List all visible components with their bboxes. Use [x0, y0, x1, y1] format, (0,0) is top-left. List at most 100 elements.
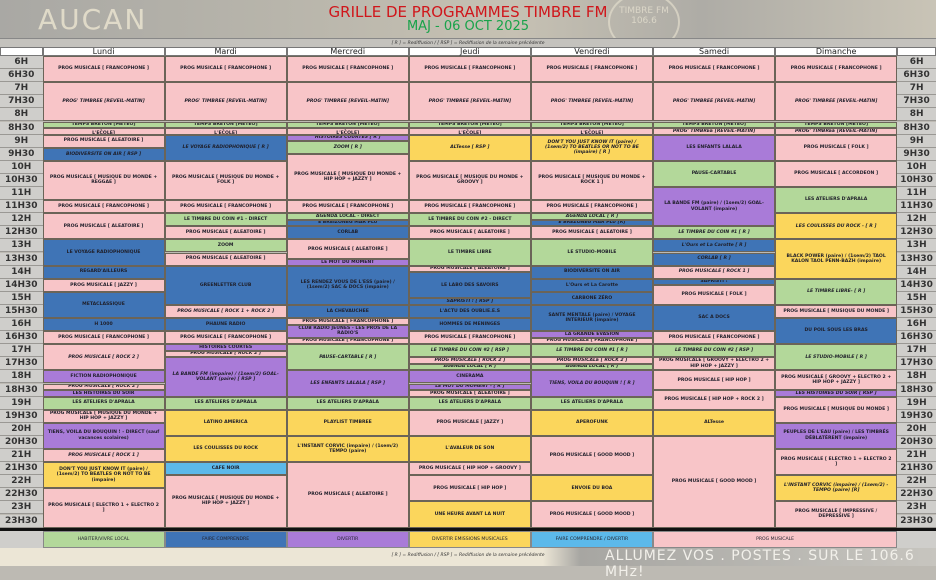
program-slot[interactable]: PROG MUSICALE [ MUSIQUE DU MONDE ]: [775, 396, 898, 423]
program-slot[interactable]: PROG MUSICALE [ GOOD MOOD ]: [653, 435, 776, 528]
program-slot[interactable]: LATINO AMERICA: [164, 409, 287, 436]
program-slot[interactable]: PROG MUSICALE [ MUSIQUE DU MONDE + HIP H…: [42, 409, 165, 423]
program-slot[interactable]: PROG MUSICALE [ FRANCOPHONE ]: [164, 56, 287, 83]
program-slot[interactable]: TIENS, VOILA DU BOUQUIN ! [ R ]: [530, 370, 653, 397]
program-slot[interactable]: AGENDA LOCAL - DIRECT: [286, 213, 409, 220]
program-slot[interactable]: LE MOT DU MOMENT - [ R ]: [408, 383, 531, 391]
program-slot[interactable]: PROG MUSICALE [ ALEATOIRE ]: [42, 134, 165, 148]
program-slot[interactable]: PROG MUSICALE [ FRANCOPHONE ]: [164, 200, 287, 214]
program-slot[interactable]: PROG MUSICALE [ MUSIQUE DU MONDE + GROOV…: [408, 160, 531, 201]
program-slot[interactable]: PROG MUSICALE [ ALEATOIRE ]: [286, 462, 409, 528]
program-slot[interactable]: TEMPS BRETON [METEO]: [164, 121, 287, 129]
program-slot[interactable]: PROG MUSICALE [ FOLK ]: [653, 285, 776, 305]
program-slot[interactable]: AGENDA LOCAL [ R ]: [408, 363, 531, 371]
program-slot[interactable]: PROG MUSICALE [ GOOD MOOD ]: [530, 501, 653, 528]
program-slot[interactable]: LES HISTOIRES DU SOIR: [42, 390, 165, 397]
program-slot[interactable]: LES ENFANTS LALALA: [653, 134, 776, 161]
program-slot[interactable]: PROG' TIMBREE [REVEIL-MATIN]: [530, 82, 653, 122]
program-slot[interactable]: PROG MUSICALE [ ROCK 2 ]: [530, 357, 653, 364]
program-slot[interactable]: PROG MUSICALE [ FRANCOPHONE ]: [408, 200, 531, 214]
program-slot[interactable]: PROG' TIMBREE [REVEIL-MATIN]: [653, 82, 776, 122]
program-slot[interactable]: UNE HEURE AVANT LA NUIT: [408, 501, 531, 528]
program-slot[interactable]: PROG MUSICALE [ ELECTRO 1 + ELECTRO 2 ]: [42, 488, 165, 528]
program-slot[interactable]: LE TIMBRE LIBRE: [408, 239, 531, 266]
program-slot[interactable]: APEROFUNK: [530, 409, 653, 436]
program-slot[interactable]: PROG MUSICALE [ FRANCOPHONE ]: [408, 56, 531, 83]
program-slot[interactable]: PROG' TIMBREE [REVEIL-MATIN]: [408, 82, 531, 122]
program-slot[interactable]: CLUB RADIO JEUNES - LES PROS DE LA RADIO…: [286, 324, 409, 338]
program-slot[interactable]: PROG MUSICALE [ FRANCOPHONE ]: [286, 337, 409, 345]
program-slot[interactable]: FICTION RADIOPHONIQUE: [42, 370, 165, 384]
program-slot[interactable]: PROG MUSICALE [ ALEATOIRE ]: [286, 239, 409, 260]
program-slot[interactable]: LES COULISSES DU ROCK: [164, 435, 287, 463]
program-slot[interactable]: LES ATELIERS D'APRALA: [164, 396, 287, 410]
program-slot[interactable]: LE TIMBRE DU COIN #1 [ R ]: [530, 344, 653, 358]
program-slot[interactable]: L'INSTANT CORVIC (impaire) / (1sem/2) - …: [775, 475, 898, 502]
program-slot[interactable]: LA BANDE FM (impaire) / (1sem/2) GOAL-VO…: [164, 357, 287, 397]
program-slot[interactable]: E BREZONEG MAR PLU [R]: [530, 219, 653, 227]
program-slot[interactable]: PROG MUSICALE [ ALEATOIRE ]: [408, 226, 531, 240]
program-slot[interactable]: PROG MUSICALE [SUR LE CHEMIN DE L'ECOLE]: [42, 128, 165, 135]
program-slot[interactable]: PROG MUSICALE [ MUSIQUE DU MONDE + HIP H…: [286, 154, 409, 201]
program-slot[interactable]: PROG MUSICALE [ HIP HOP ]: [653, 370, 776, 391]
program-slot[interactable]: PROG MUSICALE [ ALEATOIRE ]: [164, 252, 287, 266]
program-slot[interactable]: PROG MUSICALE [ ALEATOIRE ]: [530, 226, 653, 240]
program-slot[interactable]: LES COULISSES DU ROCK - [ R ]: [775, 213, 898, 240]
program-slot[interactable]: PROG MUSICALE [ ROCK 1 ]: [42, 449, 165, 463]
program-slot[interactable]: CARBONE ZÉRO: [530, 291, 653, 305]
program-slot[interactable]: L'Ours et La Carotte: [530, 278, 653, 292]
program-slot[interactable]: PROG MUSICALE [ FRANCOPHONE ]: [42, 200, 165, 214]
program-slot[interactable]: CORLAB: [286, 226, 409, 240]
program-slot[interactable]: PROG MUSICALE [ FRANCOPHONE ]: [530, 337, 653, 345]
program-slot[interactable]: PROG MUSICALE [ ACCORDEON ]: [775, 160, 898, 187]
program-slot[interactable]: LA BANDE FM (paire) / (1sem/2) GOAL-VOLA…: [653, 187, 776, 227]
program-slot[interactable]: LA GRANDE EVASION: [530, 331, 653, 338]
program-slot[interactable]: CINERAMA: [408, 370, 531, 384]
program-slot[interactable]: PROG MUSICALE [ FRANCOPHONE ]: [530, 56, 653, 83]
program-slot[interactable]: ALTesse: [653, 409, 776, 436]
program-slot[interactable]: PROG MUSICALE [ HIP HOP + GROOVY ]: [408, 462, 531, 476]
program-slot[interactable]: PROG MUSICALE [ GROOVY + ELECTRO 2 + HIP…: [775, 370, 898, 391]
program-slot[interactable]: LE VOYAGE RADIOPHONIQUE [ R ]: [164, 134, 287, 161]
program-slot[interactable]: PROG MUSICALE [ ALEATOIRE ]: [408, 390, 531, 397]
program-slot[interactable]: E BREIZONEG MAR PLU: [286, 219, 409, 227]
program-slot[interactable]: LE TIMBRE DU COIN #2 [ RSP ]: [408, 344, 531, 358]
program-slot[interactable]: BIODIVERSITE ON AIR: [530, 265, 653, 279]
program-slot[interactable]: LE MOT DU MOMENT: [286, 259, 409, 266]
program-slot[interactable]: LES HISTOIRES DU SOIR [ RSP ]: [775, 390, 898, 397]
program-slot[interactable]: PROG MUSICALE [ ELECTRO 1 + ELECTRO 2 ]: [775, 449, 898, 476]
program-slot[interactable]: DON'T YOU JUST KNOW IT (paire) / (1sem/2…: [42, 462, 165, 489]
program-slot[interactable]: DU POIL SOUS LES BRAS: [775, 318, 898, 345]
program-slot[interactable]: PAUSE-CARTABLE [ R ]: [286, 344, 409, 371]
program-slot[interactable]: PROG MUSICALE [ FRANCOPHONE ]: [653, 56, 776, 83]
program-slot[interactable]: H 1000: [42, 318, 165, 332]
program-slot[interactable]: PROG MUSICALE [ FRANCOPHONE ]: [775, 56, 898, 83]
program-slot[interactable]: PROG' TIMBREE [REVEIL-MATIN]: [653, 128, 776, 135]
program-slot[interactable]: ZOOM [ R ]: [286, 141, 409, 155]
program-slot[interactable]: LE LABO DES SAVOIRS: [408, 272, 531, 299]
program-slot[interactable]: PROG MUSICALE [ JAZZY ]: [408, 409, 531, 436]
program-slot[interactable]: HOMMES DE MENINGES: [408, 318, 531, 332]
program-slot[interactable]: PROG MUSICALE [ MUSIQUE DU MONDE ]: [775, 304, 898, 318]
program-slot[interactable]: PROG' TIMBREE [REVEIL-MATIN]: [775, 128, 898, 135]
program-slot[interactable]: LES ATELIERS D'APRALA: [775, 187, 898, 214]
program-slot[interactable]: PROG MUSICALE [ HIP HOP + ROCK 2 ]: [653, 390, 776, 410]
program-slot[interactable]: AGENDA LOCAL [ R ]: [530, 363, 653, 371]
program-slot[interactable]: PROG MUSICALE [SUR LE CHEMIN DE L'ECOLE]: [530, 128, 653, 135]
program-slot[interactable]: PROG' TIMBREE [REVEIL-MATIN]: [42, 82, 165, 122]
program-slot[interactable]: LES ENFANTS LALALA [ RSP ]: [286, 370, 409, 397]
program-slot[interactable]: PROG MUSICALE [ ROCK 1 ]: [653, 265, 776, 279]
program-slot[interactable]: LE STUDIO-MOBILE: [530, 239, 653, 266]
program-slot[interactable]: PROG MUSICALE [ FRANCOPHONE ]: [653, 331, 776, 345]
program-slot[interactable]: DON'T YOU JUST KNOW IT (paire) / (1sem/2…: [530, 134, 653, 161]
program-slot[interactable]: LES ATELIERS D'APRALA: [530, 396, 653, 410]
program-slot[interactable]: TEMPS BRETON [METEO]: [408, 121, 531, 129]
program-slot[interactable]: PROG MUSICALE [ HIP HOP ]: [408, 475, 531, 502]
program-slot[interactable]: PROG MUSICALE [ FRANCOPHONE ]: [530, 200, 653, 214]
program-slot[interactable]: PROG MUSICALE [ MUSIQUE DU MONDE + REGGA…: [42, 160, 165, 201]
program-slot[interactable]: PROG MUSICALE [ FRANCOPHONE ]: [286, 318, 409, 325]
program-slot[interactable]: ENVOIE DU BOA: [530, 475, 653, 502]
program-slot[interactable]: HISTOIRES COURTES: [164, 344, 287, 351]
program-slot[interactable]: PROG MUSICALE [ JAZZY ]: [42, 278, 165, 292]
program-slot[interactable]: PROG MUSICALE [ ALEATOIRE ]: [408, 265, 531, 273]
